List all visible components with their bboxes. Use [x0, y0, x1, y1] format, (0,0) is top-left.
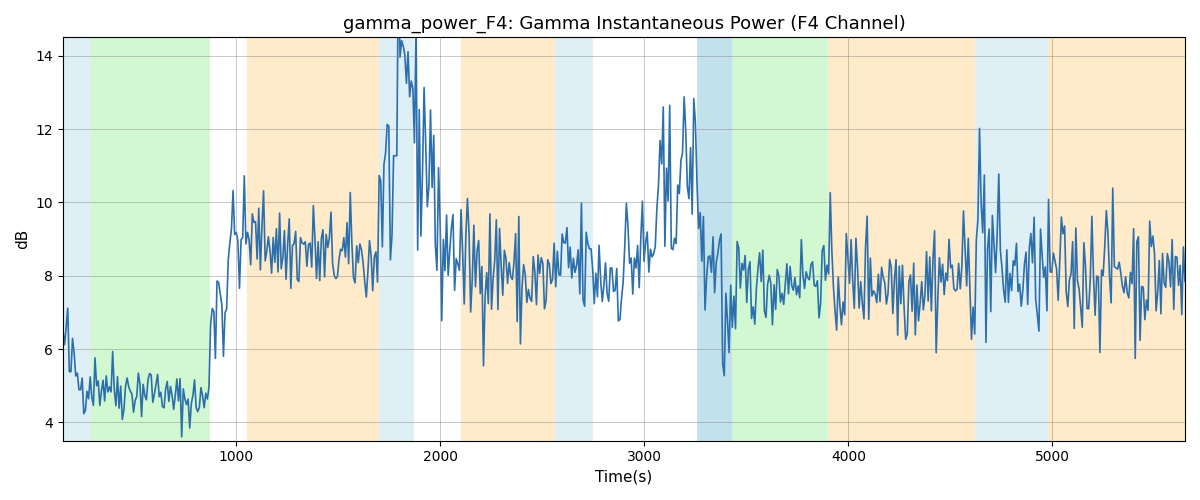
Y-axis label: dB: dB — [16, 229, 30, 249]
Bar — [974, 38, 1049, 440]
Bar — [828, 38, 878, 440]
Bar — [62, 38, 91, 440]
Bar — [379, 38, 414, 440]
Bar — [91, 38, 210, 440]
X-axis label: Time(s): Time(s) — [595, 470, 653, 485]
Bar — [461, 38, 554, 440]
Bar — [732, 38, 828, 440]
Bar — [1049, 38, 1184, 440]
Bar — [878, 38, 974, 440]
Bar — [554, 38, 593, 440]
Bar — [697, 38, 732, 440]
Bar — [246, 38, 379, 440]
Title: gamma_power_F4: Gamma Instantaneous Power (F4 Channel): gamma_power_F4: Gamma Instantaneous Powe… — [342, 15, 905, 34]
